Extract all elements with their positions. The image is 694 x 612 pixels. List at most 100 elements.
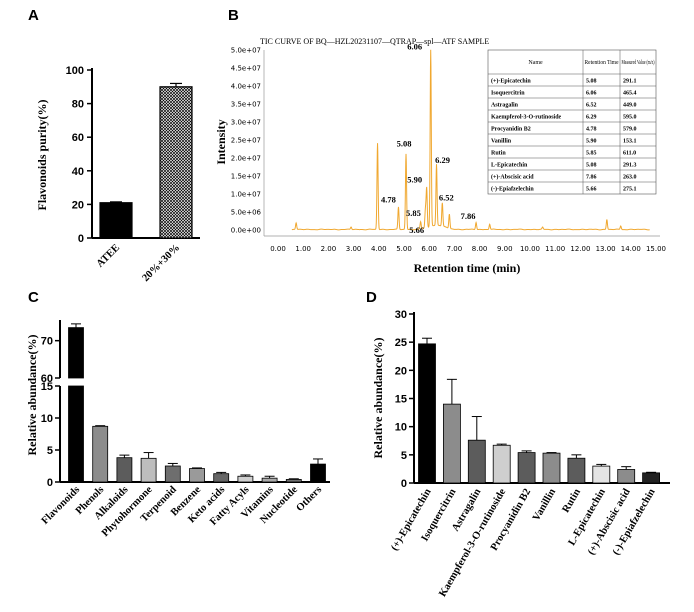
a-y-axis-label: Flavonoids purity(%) — [35, 99, 49, 210]
c-y-tick-label: 70 — [41, 336, 53, 348]
d-bar — [592, 465, 611, 484]
a-category-label: 20%+30% — [140, 242, 182, 284]
d-y-tick-label: 25 — [395, 337, 407, 349]
b-y-tick-label: 3.5e+07 — [231, 101, 261, 109]
panel-d-chart: Relative abundance(%) 051015202530(+)-Ep… — [371, 309, 670, 599]
panel-b-chart: TIC CURVE OF BQ—HZL20231107—QTRAP—spl—AT… — [214, 37, 666, 275]
b-y-tick-label: 2.5e+07 — [231, 137, 261, 145]
b-table-cell-name: (+)-Epicatechin — [491, 78, 531, 85]
b-table-cell-name: Astragalin — [491, 103, 519, 109]
b-table-cell-rt: 5.85 — [586, 151, 597, 157]
d-bar — [642, 472, 660, 484]
c-bar — [116, 457, 133, 483]
b-table-header: Name — [528, 60, 543, 66]
c-y-axis-label: Relative abundance(%) — [25, 335, 39, 456]
b-table-cell-mz: 595.0 — [623, 115, 637, 121]
b-table-cell-name: Vanillin — [491, 139, 512, 145]
a-y-tick-label: 100 — [66, 65, 84, 77]
b-peak-label: 5.85 — [406, 208, 421, 218]
b-table-cell-mz: 449.0 — [623, 103, 637, 109]
d-bar — [492, 444, 511, 484]
d-bar — [467, 439, 486, 484]
c-bar — [285, 479, 302, 483]
b-x-tick-label: 7.00 — [447, 245, 463, 253]
b-table-cell-mz: 275.1 — [623, 187, 637, 193]
c-category-label: Others — [294, 484, 324, 514]
b-y-tick-label: 0.0e+00 — [231, 227, 261, 235]
c-bar — [164, 465, 181, 483]
b-y-tick-label: 5.0e+07 — [231, 47, 261, 55]
b-x-tick-label: 12.00 — [570, 245, 590, 253]
b-peak-label: 6.29 — [435, 155, 450, 165]
c-y-tick-label: 15 — [41, 381, 53, 393]
b-x-tick-label: 13.00 — [596, 245, 616, 253]
a-bar — [99, 202, 133, 239]
a-y-tick-label: 0 — [78, 233, 84, 245]
d-bar — [442, 403, 461, 484]
b-table-cell-mz: 611.0 — [623, 151, 636, 157]
b-table-cell-rt: 6.52 — [586, 103, 597, 109]
b-table-cell-rt: 5.66 — [586, 187, 597, 193]
d-category-label: Vanillin — [531, 487, 558, 523]
c-bar-upper — [68, 327, 84, 379]
b-table-header: Retention Time — [585, 60, 619, 66]
b-peak-label: 5.08 — [397, 138, 412, 148]
b-x-tick-label: 5.00 — [396, 245, 412, 253]
b-peak-label: 6.52 — [439, 193, 454, 203]
d-category-label: Rutin — [561, 487, 583, 515]
d-y-tick-label: 10 — [395, 422, 407, 434]
panel-label-b: B — [228, 7, 239, 24]
a-y-tick-label: 40 — [72, 166, 84, 178]
b-table-cell-name: Kaempferol-3-O-rutinoside — [491, 115, 562, 121]
b-table-cell-name: (-)-Epiafzelechin — [491, 186, 534, 193]
b-table-cell-mz: 263.0 — [623, 175, 637, 181]
b-table-cell-rt: 6.29 — [586, 115, 597, 121]
c-category-label: Flavonoids — [40, 484, 82, 526]
b-table-cell-name: Procyanidin B2 — [491, 127, 531, 133]
b-table-cell-name: L-Epicatechin — [491, 163, 528, 169]
b-table-cell-rt: 7.86 — [586, 175, 597, 181]
b-y-tick-label: 2.0e+07 — [231, 155, 261, 163]
b-peak-label: 5.90 — [407, 174, 422, 184]
b-peak-label: 7.86 — [461, 211, 476, 221]
c-bar — [310, 463, 326, 483]
b-table-cell-mz: 153.1 — [623, 139, 637, 145]
b-tic-curve — [291, 49, 650, 231]
b-x-tick-label: 4.00 — [371, 245, 387, 253]
b-x-tick-label: 8.00 — [472, 245, 488, 253]
c-y-tick-label: 5 — [47, 445, 53, 457]
b-peak-label: 6.06 — [407, 42, 422, 52]
b-table-cell-rt: 6.06 — [586, 91, 597, 97]
a-category-label: ATEE — [95, 242, 122, 269]
c-y-tick-label: 0 — [47, 477, 53, 489]
a-bar — [159, 86, 193, 239]
b-y-tick-label: 3.0e+07 — [231, 119, 261, 127]
b-x-tick-label: 15.00 — [646, 245, 666, 253]
b-peak-label: 4.78 — [381, 195, 396, 205]
b-chart-title: TIC CURVE OF BQ—HZL20231107—QTRAP—spl—AT… — [260, 37, 489, 46]
d-bar — [617, 469, 636, 484]
b-x-tick-label: 0.00 — [270, 245, 286, 253]
b-x-tick-label: 14.00 — [621, 245, 641, 253]
b-table-cell-rt: 5.08 — [586, 79, 597, 85]
b-x-tick-label: 9.00 — [497, 245, 513, 253]
d-bar — [418, 343, 436, 484]
b-table-cell-mz: 465.4 — [623, 91, 637, 97]
c-y-tick-label: 10 — [41, 413, 53, 425]
b-table-cell-rt: 5.90 — [586, 139, 597, 145]
b-table-cell-name: (+)-Abscisic acid — [491, 174, 534, 181]
b-table-cell-name: Isoquercitrin — [491, 91, 525, 97]
c-y-tick-label: 60 — [41, 373, 53, 385]
b-table-cell-rt: 4.78 — [586, 127, 597, 133]
d-y-tick-label: 5 — [401, 450, 407, 462]
panel-a-chart: Flavonoids purity(%) 0 20 40 60 80 100 ATEE 20%… — [35, 65, 200, 284]
d-bar — [542, 452, 561, 484]
c-bar — [68, 385, 84, 483]
b-y-tick-label: 1.0e+07 — [231, 191, 261, 199]
c-bar — [92, 425, 109, 483]
d-y-axis-label: Relative abundance(%) — [371, 338, 385, 459]
c-bar — [140, 457, 157, 483]
b-table-cell-mz: 291.3 — [623, 163, 637, 169]
